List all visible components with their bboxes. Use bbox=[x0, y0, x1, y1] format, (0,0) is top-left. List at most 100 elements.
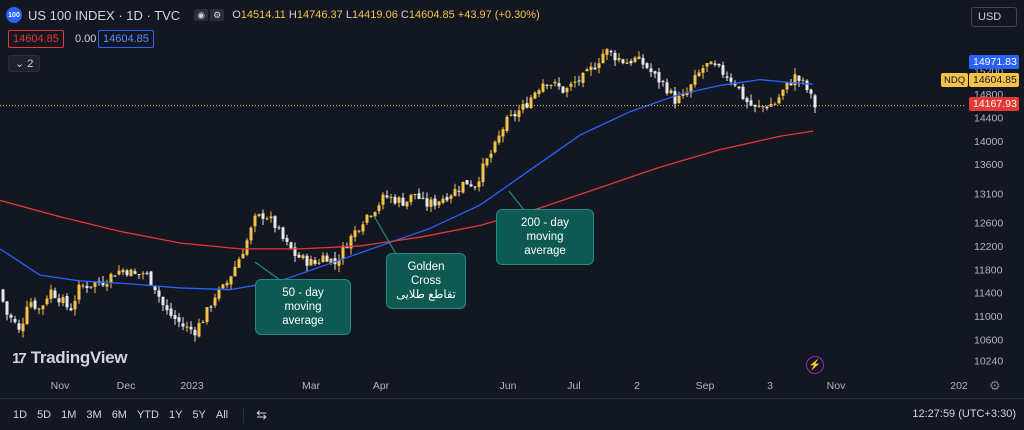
range-button-1y[interactable]: 1Y bbox=[168, 408, 183, 421]
candle-body bbox=[213, 297, 217, 306]
candle-body bbox=[785, 82, 789, 90]
candle-body bbox=[641, 57, 645, 65]
range-button-5y[interactable]: 5Y bbox=[192, 408, 206, 421]
candle-body bbox=[473, 186, 477, 188]
candle-body bbox=[369, 215, 373, 217]
candle-body bbox=[765, 106, 769, 109]
candle-body bbox=[113, 275, 117, 277]
clock[interactable]: 12:27:59 (UTC+3:30) bbox=[912, 408, 1016, 420]
x-tick-label: Jul bbox=[567, 380, 580, 392]
range-button-ytd[interactable]: YTD bbox=[136, 408, 159, 421]
gear-icon[interactable]: ⚙ bbox=[989, 378, 1001, 393]
candle-body bbox=[517, 110, 521, 117]
symbol-title[interactable]: US 100 INDEX · 1D · TVC bbox=[28, 7, 181, 23]
x-tick-label: Mar bbox=[302, 380, 321, 392]
legend-controls[interactable]: ◉ ⚙ bbox=[194, 9, 225, 21]
candle-body bbox=[249, 227, 253, 241]
range-button-5d[interactable]: 5D bbox=[37, 408, 52, 421]
ma50-line bbox=[0, 78, 814, 291]
candle-body bbox=[37, 308, 41, 310]
candle-body bbox=[749, 100, 753, 106]
candle-body bbox=[577, 80, 581, 82]
candle-body bbox=[77, 284, 81, 300]
tradingview-mark-icon: 17 bbox=[12, 349, 27, 367]
x-tick-label: 3 bbox=[767, 380, 773, 392]
y-tick-label: 11800 bbox=[974, 264, 1003, 276]
candle-body bbox=[777, 97, 781, 104]
candle-body bbox=[549, 84, 553, 86]
candle-body bbox=[109, 274, 113, 283]
candle-body bbox=[45, 298, 49, 305]
x-tick-label: 2023 bbox=[180, 380, 204, 392]
x-tick-label: Jun bbox=[500, 380, 517, 392]
range-button-3m[interactable]: 3M bbox=[86, 408, 102, 421]
y-tick-label: 14400 bbox=[974, 113, 1003, 125]
candle-body bbox=[745, 98, 749, 103]
high-value: 14746.37 bbox=[296, 9, 343, 21]
settings-icon[interactable]: ⚙ bbox=[210, 9, 225, 21]
candle-body bbox=[161, 297, 165, 306]
candle-body bbox=[501, 129, 505, 137]
candle-body bbox=[589, 66, 593, 71]
candle-body bbox=[253, 215, 257, 227]
candle-body bbox=[481, 163, 485, 183]
candle-body bbox=[629, 61, 633, 64]
symbol-logo-icon: 100 bbox=[6, 7, 22, 23]
candle-body bbox=[637, 56, 641, 59]
y-tick-label: 10600 bbox=[974, 334, 1003, 346]
calendar-icon[interactable]: ⇆ bbox=[256, 406, 268, 422]
x-tick-label: Nov bbox=[827, 380, 846, 392]
range-buttons: 1D 5D 1M 3M 6M YTD 1Y 5Y All bbox=[8, 409, 233, 421]
candle-body bbox=[565, 88, 569, 93]
candle-body bbox=[73, 300, 77, 310]
candle-body bbox=[81, 285, 85, 287]
indicators-count: 2 bbox=[27, 58, 34, 70]
range-button-6m[interactable]: 6M bbox=[111, 408, 127, 421]
buy-price-button[interactable]: 14604.85 bbox=[98, 30, 154, 48]
candle-body bbox=[465, 180, 469, 185]
open-label: O bbox=[232, 9, 241, 21]
high-label: H bbox=[288, 9, 297, 21]
candle-body bbox=[621, 59, 625, 64]
candle-body bbox=[389, 196, 393, 198]
candle-body bbox=[349, 235, 353, 249]
candle-body bbox=[489, 153, 493, 158]
candle-body bbox=[793, 74, 797, 86]
sell-price-button[interactable]: 14604.85 bbox=[8, 30, 64, 48]
candle-body bbox=[609, 50, 613, 53]
candle-body bbox=[17, 323, 21, 330]
low-value: 14419.06 bbox=[351, 9, 398, 21]
candle-body bbox=[285, 238, 289, 242]
candle-body bbox=[789, 83, 793, 86]
currency-select[interactable]: USD bbox=[971, 7, 1017, 27]
candle-body bbox=[185, 326, 189, 328]
eye-icon[interactable]: ◉ bbox=[194, 9, 209, 21]
candle-body bbox=[269, 216, 273, 219]
candle-body bbox=[61, 297, 65, 303]
candle-body bbox=[741, 86, 745, 99]
candle-body bbox=[509, 114, 513, 116]
candle-body bbox=[49, 289, 53, 299]
candle-body bbox=[117, 270, 121, 275]
candle-body bbox=[761, 106, 765, 108]
candle-body bbox=[1, 289, 5, 302]
candle-body bbox=[497, 135, 501, 143]
candle-body bbox=[477, 181, 481, 188]
candle-body bbox=[801, 79, 805, 81]
candle-body bbox=[693, 75, 697, 85]
candle-body bbox=[681, 93, 685, 96]
candle-body bbox=[337, 259, 341, 266]
range-button-all[interactable]: All bbox=[215, 408, 229, 421]
candle-body bbox=[281, 227, 285, 239]
lightning-icon[interactable]: ⚡ bbox=[806, 356, 824, 374]
x-tick-label: 202 bbox=[950, 380, 968, 392]
indicators-toggle[interactable]: ⌄ 2 bbox=[8, 55, 41, 72]
candle-body bbox=[525, 103, 529, 108]
range-button-1d[interactable]: 1D bbox=[13, 408, 28, 421]
candle-body bbox=[229, 276, 233, 285]
candle-body bbox=[405, 201, 409, 207]
candle-body bbox=[297, 254, 301, 258]
range-button-1m[interactable]: 1M bbox=[61, 408, 77, 421]
candle-body bbox=[261, 213, 265, 219]
